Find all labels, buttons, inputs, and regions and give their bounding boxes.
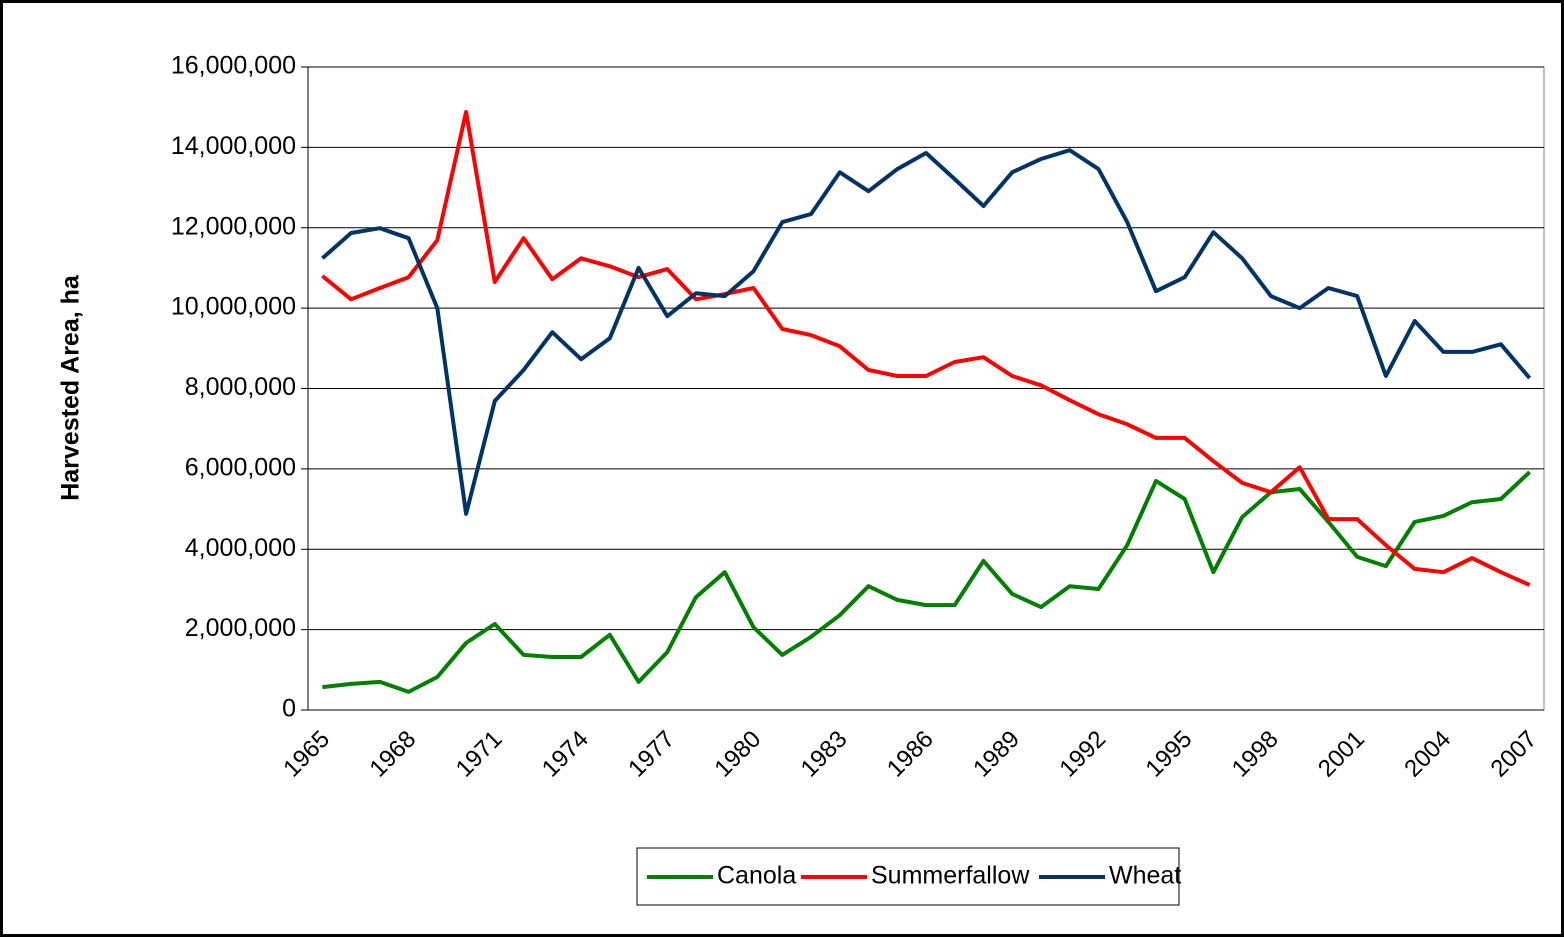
y-tick-label: 16,000,000 (171, 52, 296, 80)
y-tick-label: 2,000,000 (185, 614, 296, 642)
y-tick-label: 6,000,000 (185, 453, 296, 481)
y-axis-title: Harvested Area, ha (57, 274, 85, 501)
legend: Canola Summerfallow Wheat (636, 847, 1181, 906)
y-tick-label: 0 (282, 695, 296, 723)
series-line (321, 148, 1532, 516)
legend-label: Summerfallow (871, 862, 1030, 890)
series-line (321, 110, 1531, 587)
series-line (322, 470, 1531, 694)
y-tick-label: 12,000,000 (171, 212, 296, 240)
y-tick-label: 10,000,000 (171, 293, 296, 321)
legend-label: Wheat (1109, 862, 1181, 890)
legend-label: Canola (717, 862, 796, 890)
y-tick-label: 14,000,000 (171, 132, 296, 160)
y-tick-label: 8,000,000 (185, 373, 296, 401)
y-tick-label: 4,000,000 (185, 534, 296, 562)
